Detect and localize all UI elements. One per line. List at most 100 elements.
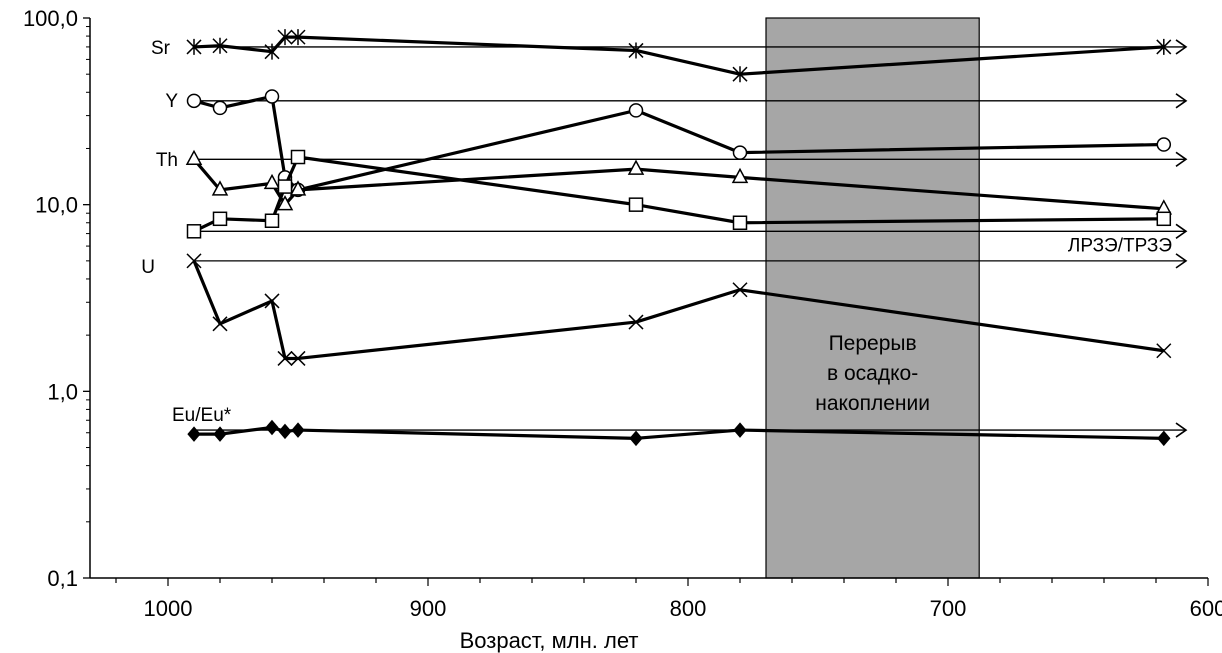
point-diamond [265,419,279,436]
point-circle [732,145,748,160]
point-star [628,42,644,59]
reference-arrowhead [1175,151,1188,167]
data-point [187,426,201,442]
data-point [1156,137,1172,152]
data-point [1156,343,1172,359]
series-line-eu-eu- [194,425,1164,440]
data-point [212,211,228,227]
data-point [212,100,228,116]
point-square [277,179,293,194]
data-point [733,422,747,438]
data-point [627,159,645,175]
point-star [732,66,748,83]
series-label: Y [165,91,178,112]
series-label: U [141,257,155,278]
point-triangle [276,195,294,211]
data-point [1156,211,1172,227]
point-triangle [263,173,281,190]
point-x [732,282,748,298]
data-point [628,103,644,118]
hiatus-label-line: накоплении [815,392,930,415]
reference-arrowhead [1175,223,1188,239]
data-point [628,42,644,59]
point-circle [628,103,644,118]
data-point [277,350,293,366]
point-triangle [731,167,749,184]
point-diamond [213,426,227,442]
point-x [277,350,293,366]
data-point [211,180,229,196]
reference-arrowhead [1175,422,1188,438]
data-point [290,149,306,165]
point-star [277,29,293,46]
data-point [732,145,748,160]
data-point [628,314,644,330]
point-diamond [291,422,305,438]
point-circle [264,89,280,104]
reference-arrowhead [1175,253,1188,269]
data-point [186,38,202,55]
data-point [732,282,748,298]
data-point [1157,430,1171,447]
series-label: Eu/Eu* [172,405,232,426]
data-point [290,29,306,46]
point-triangle [627,159,645,175]
x-tick-label: 900 [410,596,447,621]
data-point [264,89,280,104]
data-point [732,66,748,83]
point-x [1156,343,1172,359]
data-point [277,29,293,46]
series-label: Sr [151,38,171,59]
point-star [264,43,280,60]
point-x [628,314,644,330]
point-triangle [185,149,203,166]
x-tick-label: 600 [1190,596,1222,621]
point-x [264,293,280,309]
point-circle [1156,137,1172,152]
point-square [212,211,228,227]
point-square [290,149,306,165]
y-tick-label: 10,0 [35,193,78,218]
x-tick-label: 1000 [144,596,193,621]
data-point [629,430,643,447]
data-point [212,316,228,332]
hiatus-label-line: в осадко- [827,362,918,385]
point-diamond [733,422,747,438]
y-tick-label: 0,1 [47,566,78,591]
data-point [290,350,306,366]
point-star [186,38,202,55]
point-diamond [629,430,643,447]
data-point [628,197,644,212]
point-triangle [211,180,229,196]
point-circle [186,93,202,109]
point-diamond [278,423,292,440]
reference-arrowhead [1175,93,1188,109]
point-star [1156,38,1172,55]
data-point [291,422,305,438]
point-square [628,197,644,212]
point-diamond [187,426,201,442]
data-point [186,93,202,109]
series-line-u [192,260,1165,361]
data-point [731,167,749,184]
point-circle [212,100,228,116]
point-square [732,215,748,231]
point-diamond [1157,430,1171,447]
series-line-y [193,94,1164,192]
data-point [265,419,279,436]
data-point [264,43,280,60]
data-point [278,423,292,440]
x-tick-label: 800 [670,596,707,621]
point-square [1156,211,1172,227]
data-point [264,293,280,309]
y-tick-label: 1,0 [47,379,78,404]
series-label: Th [156,150,178,171]
data-point [289,180,307,196]
data-point [212,37,228,54]
point-square [264,213,280,229]
x-tick-label: 700 [930,596,967,621]
data-point [264,213,280,229]
y-tick-label: 100,0 [23,6,78,31]
point-x [186,253,202,269]
